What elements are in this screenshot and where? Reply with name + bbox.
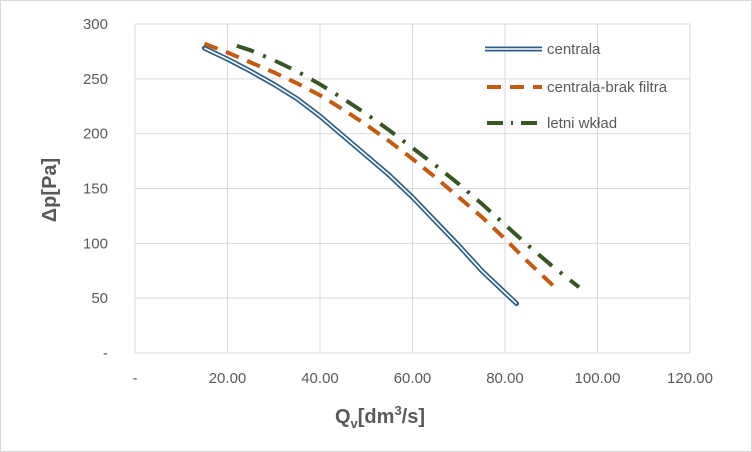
- x-tick-label: 100.00: [575, 370, 621, 387]
- legend-label-centrala: centrala: [547, 41, 601, 58]
- series-lines: [201, 41, 581, 307]
- x-axis-title: Qv[dm3/s]: [335, 403, 425, 431]
- x-tick-label: 60.00: [394, 370, 432, 387]
- legend-item-letni-wklad: letni wkład: [487, 115, 617, 132]
- y-tick-label: 50: [91, 290, 108, 307]
- legend-item-centrala: centrala: [485, 41, 601, 58]
- x-tick-label: -: [133, 370, 138, 387]
- x-tick-labels: - 20.00 40.00 60.00 80.00 100.00 120.00: [133, 370, 713, 387]
- y-tick-label: 100: [83, 235, 108, 252]
- y-tick-label: 300: [83, 16, 108, 33]
- series-line-centrala: [201, 45, 520, 307]
- legend-label-letni-wklad: letni wkład: [547, 115, 617, 132]
- legend-item-centrala-brak-filtra: centrala-brak filtra: [487, 79, 668, 96]
- x-tick-label: 120.00: [667, 370, 713, 387]
- grid: [134, 23, 691, 354]
- series-line-inner-centrala: [204, 47, 518, 305]
- x-tick-label: 20.00: [209, 370, 247, 387]
- x-tick-label: 80.00: [486, 370, 524, 387]
- y-axis-title: Δp[Pa]: [39, 158, 61, 222]
- series-line-centrala-brak-filtra: [203, 41, 558, 290]
- x-tick-label: 40.00: [301, 370, 339, 387]
- legend-label-centrala-brak-filtra: centrala-brak filtra: [547, 79, 668, 96]
- y-tick-label: 200: [83, 126, 108, 143]
- y-tick-labels: - 50 100 150 200 250 300: [83, 16, 108, 362]
- series-line-letni-wkład: [236, 43, 581, 289]
- y-tick-label: 150: [83, 181, 108, 198]
- legend: centrala centrala-brak filtra letni wkła…: [485, 41, 668, 132]
- y-tick-label: -: [103, 345, 108, 362]
- y-tick-label: 250: [83, 71, 108, 88]
